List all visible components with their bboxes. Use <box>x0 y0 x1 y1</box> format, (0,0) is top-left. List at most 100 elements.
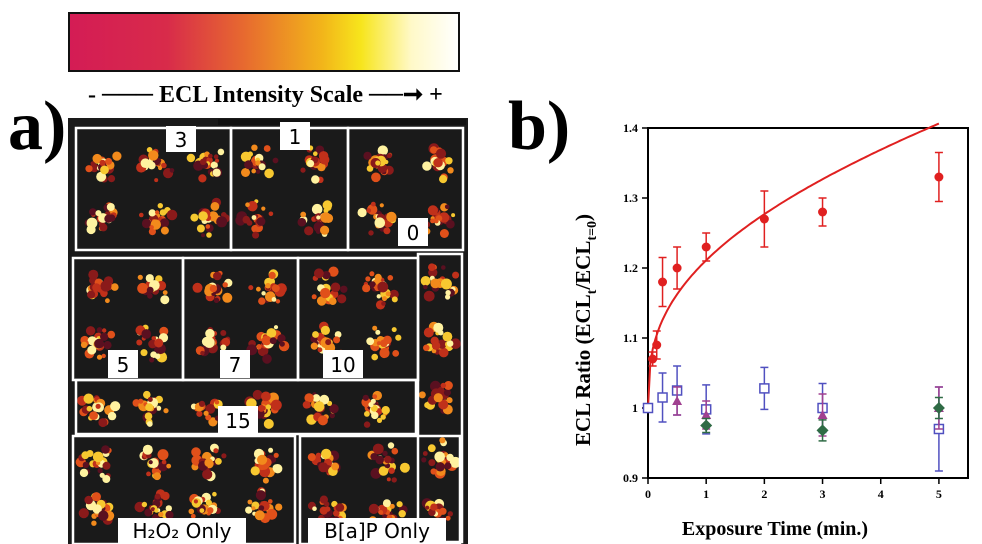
ecl-spot-blob <box>261 391 271 402</box>
ecl-spot-blob <box>384 455 392 464</box>
ecl-spot-blob <box>328 266 339 277</box>
ecl-spot-blob <box>311 203 323 215</box>
ecl-spot-blob <box>247 201 258 212</box>
ecl-spot-blob <box>304 226 314 236</box>
ecl-spot-blob <box>147 293 153 299</box>
ecl-spot-blob <box>446 397 453 404</box>
ecl-spot-blob <box>138 398 144 404</box>
ecl-spot-blob <box>320 325 330 335</box>
ecl-spot-blob <box>319 154 330 165</box>
ecl-spot-blob <box>154 508 159 513</box>
ecl-spot-blob <box>140 349 148 357</box>
ecl-spot-blob <box>203 337 215 348</box>
ecl-spot-blob <box>330 282 341 293</box>
ecl-spot-blob <box>333 510 340 517</box>
data-point <box>658 277 668 287</box>
ecl-spot-blob <box>275 299 281 304</box>
ecl-spot-blob <box>198 211 208 221</box>
x-tick-label: 4 <box>878 487 884 501</box>
ecl-spot-blob <box>208 153 213 159</box>
ecl-spot-blob <box>87 345 97 355</box>
ecl-spot-blob <box>322 271 331 280</box>
ecl-spot-blob <box>102 461 111 470</box>
ecl-spot-blob <box>256 344 262 350</box>
label-bap-only: B[a]P Only <box>324 519 430 543</box>
ecl-spot-blob <box>100 165 109 175</box>
ecl-spot-blob <box>370 468 382 479</box>
ecl-spot-blob <box>372 443 384 455</box>
data-point <box>648 354 658 364</box>
data-point <box>652 340 662 350</box>
ecl-spot-blob <box>392 350 400 357</box>
ecl-spot-blob <box>441 265 446 270</box>
ecl-spot-blob <box>271 284 280 293</box>
ecl-intensity-color-scale <box>68 12 460 72</box>
ecl-spot-blob <box>106 203 115 211</box>
ecl-spot-blob <box>365 276 371 282</box>
ecl-spot-blob <box>190 513 196 519</box>
ecl-spot-blob <box>89 411 98 420</box>
ecl-spot-blob <box>151 336 157 341</box>
ecl-spot-blob <box>320 212 331 223</box>
ecl-spot-blob <box>369 281 376 288</box>
ecl-spot-blob <box>159 209 167 216</box>
ecl-spot-blob <box>221 337 231 347</box>
ecl-spot-blob <box>213 297 220 303</box>
ecl-spot-blob <box>107 411 117 421</box>
label-3: 3 <box>175 128 188 152</box>
ecl-spot-blob <box>82 461 90 469</box>
ecl-spot-blob <box>431 348 437 354</box>
ecl-spot-blob <box>335 503 345 512</box>
ecl-spot-blob <box>205 414 212 421</box>
ecl-spot-blob <box>428 263 436 271</box>
ecl-spot-blob <box>378 510 384 515</box>
ecl-spot-blob <box>141 329 152 339</box>
data-point <box>817 410 828 419</box>
ecl-spot-blob <box>248 285 254 291</box>
ecl-spot-blob <box>212 168 221 177</box>
ecl-spot-blob <box>418 391 426 399</box>
data-point <box>672 396 683 405</box>
ecl-spot-blob <box>444 204 450 210</box>
ecl-spot-blob <box>389 289 399 300</box>
ecl-spot-blob <box>212 491 217 497</box>
ecl-spot-blob <box>391 477 397 483</box>
ecl-spot-blob <box>165 510 174 520</box>
ecl-spot-blob <box>317 415 328 426</box>
x-tick-label: 2 <box>761 487 767 501</box>
label-5: 5 <box>117 353 130 377</box>
ecl-spot-blob <box>266 328 277 338</box>
ecl-spot-blob <box>362 284 371 293</box>
ecl-spot-blob <box>214 158 220 163</box>
ecl-spot-blob <box>89 208 97 216</box>
x-tick-label: 1 <box>703 487 709 501</box>
ecl-spot-blob <box>377 281 389 293</box>
ecl-spot-blob <box>111 283 119 291</box>
ecl-spot-blob <box>155 210 160 215</box>
ecl-spot-blob <box>192 282 203 293</box>
ecl-spot-blob <box>110 401 121 412</box>
ecl-spot-blob <box>144 412 153 421</box>
ecl-spot-blob <box>158 165 163 171</box>
ecl-spot-blob <box>265 404 272 410</box>
ecl-spot-blob <box>196 224 205 233</box>
ecl-spot-blob <box>439 229 449 238</box>
ecl-spot-blob <box>162 290 168 295</box>
ecl-spot-blob <box>165 505 172 512</box>
ecl-spot-blob <box>374 217 386 228</box>
ecl-spot-blob <box>258 505 265 511</box>
ecl-spot-blob <box>366 208 372 213</box>
ecl-spot-blob <box>205 328 215 339</box>
data-point <box>701 242 711 252</box>
ecl-spot-blob <box>371 353 379 361</box>
ecl-spot-blob <box>263 418 274 429</box>
data-point <box>642 402 654 414</box>
ecl-spot-blob <box>275 503 283 511</box>
ecl-spot-blob <box>398 510 406 518</box>
ecl-spot-blob <box>216 216 228 228</box>
panel-b-label: b) <box>508 88 571 165</box>
ecl-spot-blob <box>161 459 167 465</box>
data-point <box>672 263 682 273</box>
ecl-spot-blob <box>329 297 337 305</box>
ecl-spot-blob <box>153 472 161 481</box>
